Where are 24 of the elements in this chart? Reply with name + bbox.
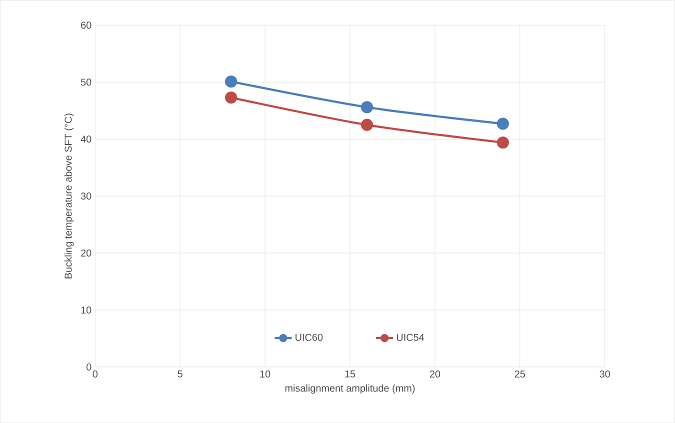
x-tick-label: 15 (345, 370, 356, 378)
x-tick-label: 5 (178, 370, 182, 378)
point (224, 91, 238, 104)
legend-label: UIC54 (396, 334, 424, 341)
y-tick-label: 10 (81, 306, 92, 314)
x-tick-label: 25 (514, 370, 526, 378)
x-tick-label: 20 (430, 370, 440, 378)
y-tick-label: 60 (81, 22, 92, 29)
point (496, 118, 509, 130)
point (360, 118, 374, 131)
y-tick-label: 0 (86, 363, 92, 370)
legend-label: UIC60 (296, 334, 323, 341)
y-tick-label: 50 (80, 78, 92, 86)
x-tick-label: 10 (260, 370, 270, 378)
x-tick-label: 0 (92, 370, 98, 378)
y-tick-label: 20 (81, 249, 92, 257)
point (496, 136, 509, 149)
y-tick-label: 30 (80, 192, 92, 200)
y-axis-title: Buckling temperature above SFT (°C) (64, 114, 74, 278)
point (360, 101, 374, 114)
y-tick-label: 40 (80, 136, 92, 143)
point (224, 75, 238, 88)
x-tick-label: 30 (600, 370, 610, 378)
x-axis-title: misalignment amplitude (mm) (285, 384, 415, 394)
